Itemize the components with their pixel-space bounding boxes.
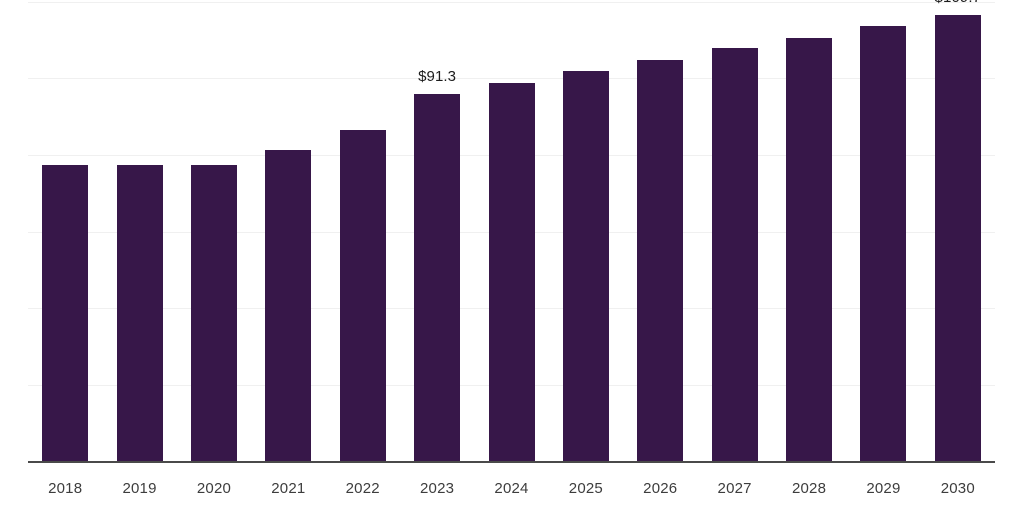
bar[interactable] — [116, 164, 163, 462]
bar[interactable] — [711, 48, 758, 462]
bar[interactable] — [190, 164, 237, 462]
bar[interactable] — [488, 82, 535, 462]
bar[interactable] — [860, 26, 907, 462]
x-tick-label: 2026 — [643, 480, 678, 497]
bar[interactable] — [934, 15, 981, 462]
bar-group[interactable] — [562, 0, 609, 462]
x-tick-label: 2025 — [568, 480, 603, 497]
bar-group[interactable] — [711, 0, 758, 462]
bar-group[interactable]: $109.7 — [935, 0, 981, 462]
bar-group[interactable] — [190, 0, 237, 462]
bar[interactable] — [339, 130, 386, 462]
bar-value-label: $109.7 — [935, 0, 981, 6]
x-tick-label: 2030 — [940, 480, 975, 497]
gridline — [28, 78, 995, 79]
bar-group[interactable] — [42, 0, 89, 462]
bar-group[interactable] — [488, 0, 535, 462]
bar-group[interactable] — [116, 0, 163, 462]
x-tick-label: 2023 — [420, 480, 455, 497]
bar[interactable] — [786, 37, 833, 462]
x-tick-label: 2021 — [271, 480, 306, 497]
bar[interactable] — [42, 164, 89, 462]
x-tick-label: 2028 — [791, 480, 827, 497]
x-tick-label: 2029 — [866, 480, 901, 497]
bar-group[interactable] — [339, 0, 386, 462]
x-axis-line — [28, 461, 995, 463]
bar-group[interactable]: $91.3 — [414, 0, 461, 462]
x-tick-label: 2027 — [717, 480, 752, 497]
plot-area: $91.3 $109.7 — [28, 0, 995, 462]
x-tick-label: 2020 — [196, 480, 232, 497]
bar-group[interactable] — [860, 0, 907, 462]
bar-group[interactable] — [786, 0, 833, 462]
bar-group[interactable] — [637, 0, 684, 462]
bar[interactable] — [265, 150, 312, 462]
bar[interactable] — [414, 94, 461, 462]
bar-group[interactable] — [265, 0, 312, 462]
gridline — [28, 2, 995, 3]
x-tick-label: 2022 — [345, 480, 380, 497]
bar[interactable] — [562, 71, 609, 462]
bar-value-label: $91.3 — [418, 68, 457, 86]
x-tick-label: 2024 — [494, 480, 529, 497]
x-tick-label: 2019 — [122, 480, 157, 497]
bar[interactable] — [637, 59, 684, 462]
x-axis-tick-labels: 2018 2019 2020 2021 2022 2023 2024 2025 2026 2027… — [28, 466, 995, 512]
x-tick-label: 2018 — [48, 480, 83, 497]
